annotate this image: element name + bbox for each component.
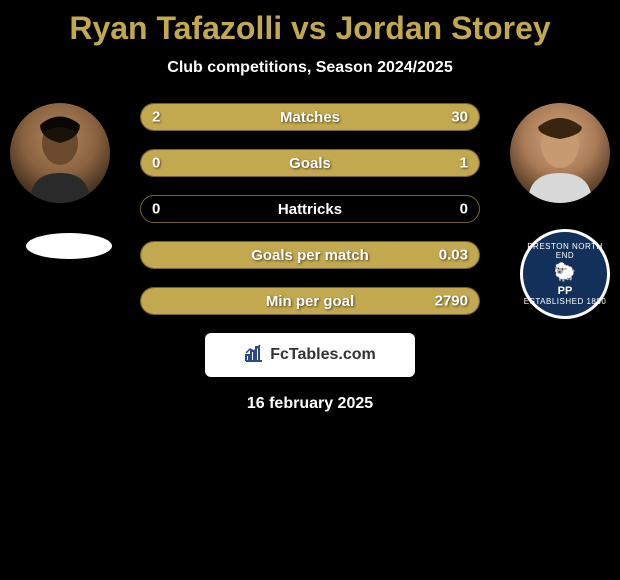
chart-icon — [244, 343, 264, 368]
stat-row: 0 Hattricks 0 — [140, 195, 480, 223]
stat-label: Hattricks — [278, 201, 342, 218]
player-silhouette-icon — [10, 103, 110, 203]
club-name-arc: PRESTON NORTH END — [523, 242, 607, 260]
source-attribution: FcTables.com — [205, 333, 415, 377]
stat-label: Min per goal — [266, 293, 354, 310]
stat-value-right: 0.03 — [439, 247, 468, 264]
stat-value-right: 2790 — [435, 293, 468, 310]
club-established: ESTABLISHED 1880 — [524, 297, 607, 306]
stat-label: Matches — [280, 109, 340, 126]
date: 16 february 2025 — [247, 395, 373, 413]
stat-row: 0 Goals 1 — [140, 149, 480, 177]
stat-value-left: 2 — [152, 109, 160, 126]
stat-row: Min per goal 2790 — [140, 287, 480, 315]
page-title: Ryan Tafazolli vs Jordan Storey — [69, 10, 550, 47]
stat-value-left: 0 — [152, 155, 160, 172]
stat-value-right: 0 — [460, 201, 468, 218]
stats-area: PRESTON NORTH END 🐑 PP ESTABLISHED 1880 … — [0, 103, 620, 315]
club-initials: PP — [558, 285, 573, 297]
stat-label: Goals per match — [251, 247, 369, 264]
stat-rows: 2 Matches 30 0 Goals 1 0 Hattricks 0 Goals per ma… — [140, 103, 480, 315]
stat-label: Goals — [289, 155, 331, 172]
club-lamb-icon: 🐑 — [554, 262, 576, 283]
player-photo-right — [510, 103, 610, 203]
stat-value-left: 0 — [152, 201, 160, 218]
club-logo-left — [26, 233, 112, 259]
stat-value-right: 1 — [460, 155, 468, 172]
player-photo-left — [10, 103, 110, 203]
stat-row: 2 Matches 30 — [140, 103, 480, 131]
stat-row: Goals per match 0.03 — [140, 241, 480, 269]
stat-value-right: 30 — [451, 109, 468, 126]
subtitle: Club competitions, Season 2024/2025 — [167, 59, 452, 77]
player-silhouette-icon — [510, 103, 610, 203]
club-logo-right: PRESTON NORTH END 🐑 PP ESTABLISHED 1880 — [520, 229, 610, 319]
comparison-card: Ryan Tafazolli vs Jordan Storey Club com… — [0, 0, 620, 413]
source-text: FcTables.com — [270, 346, 376, 364]
